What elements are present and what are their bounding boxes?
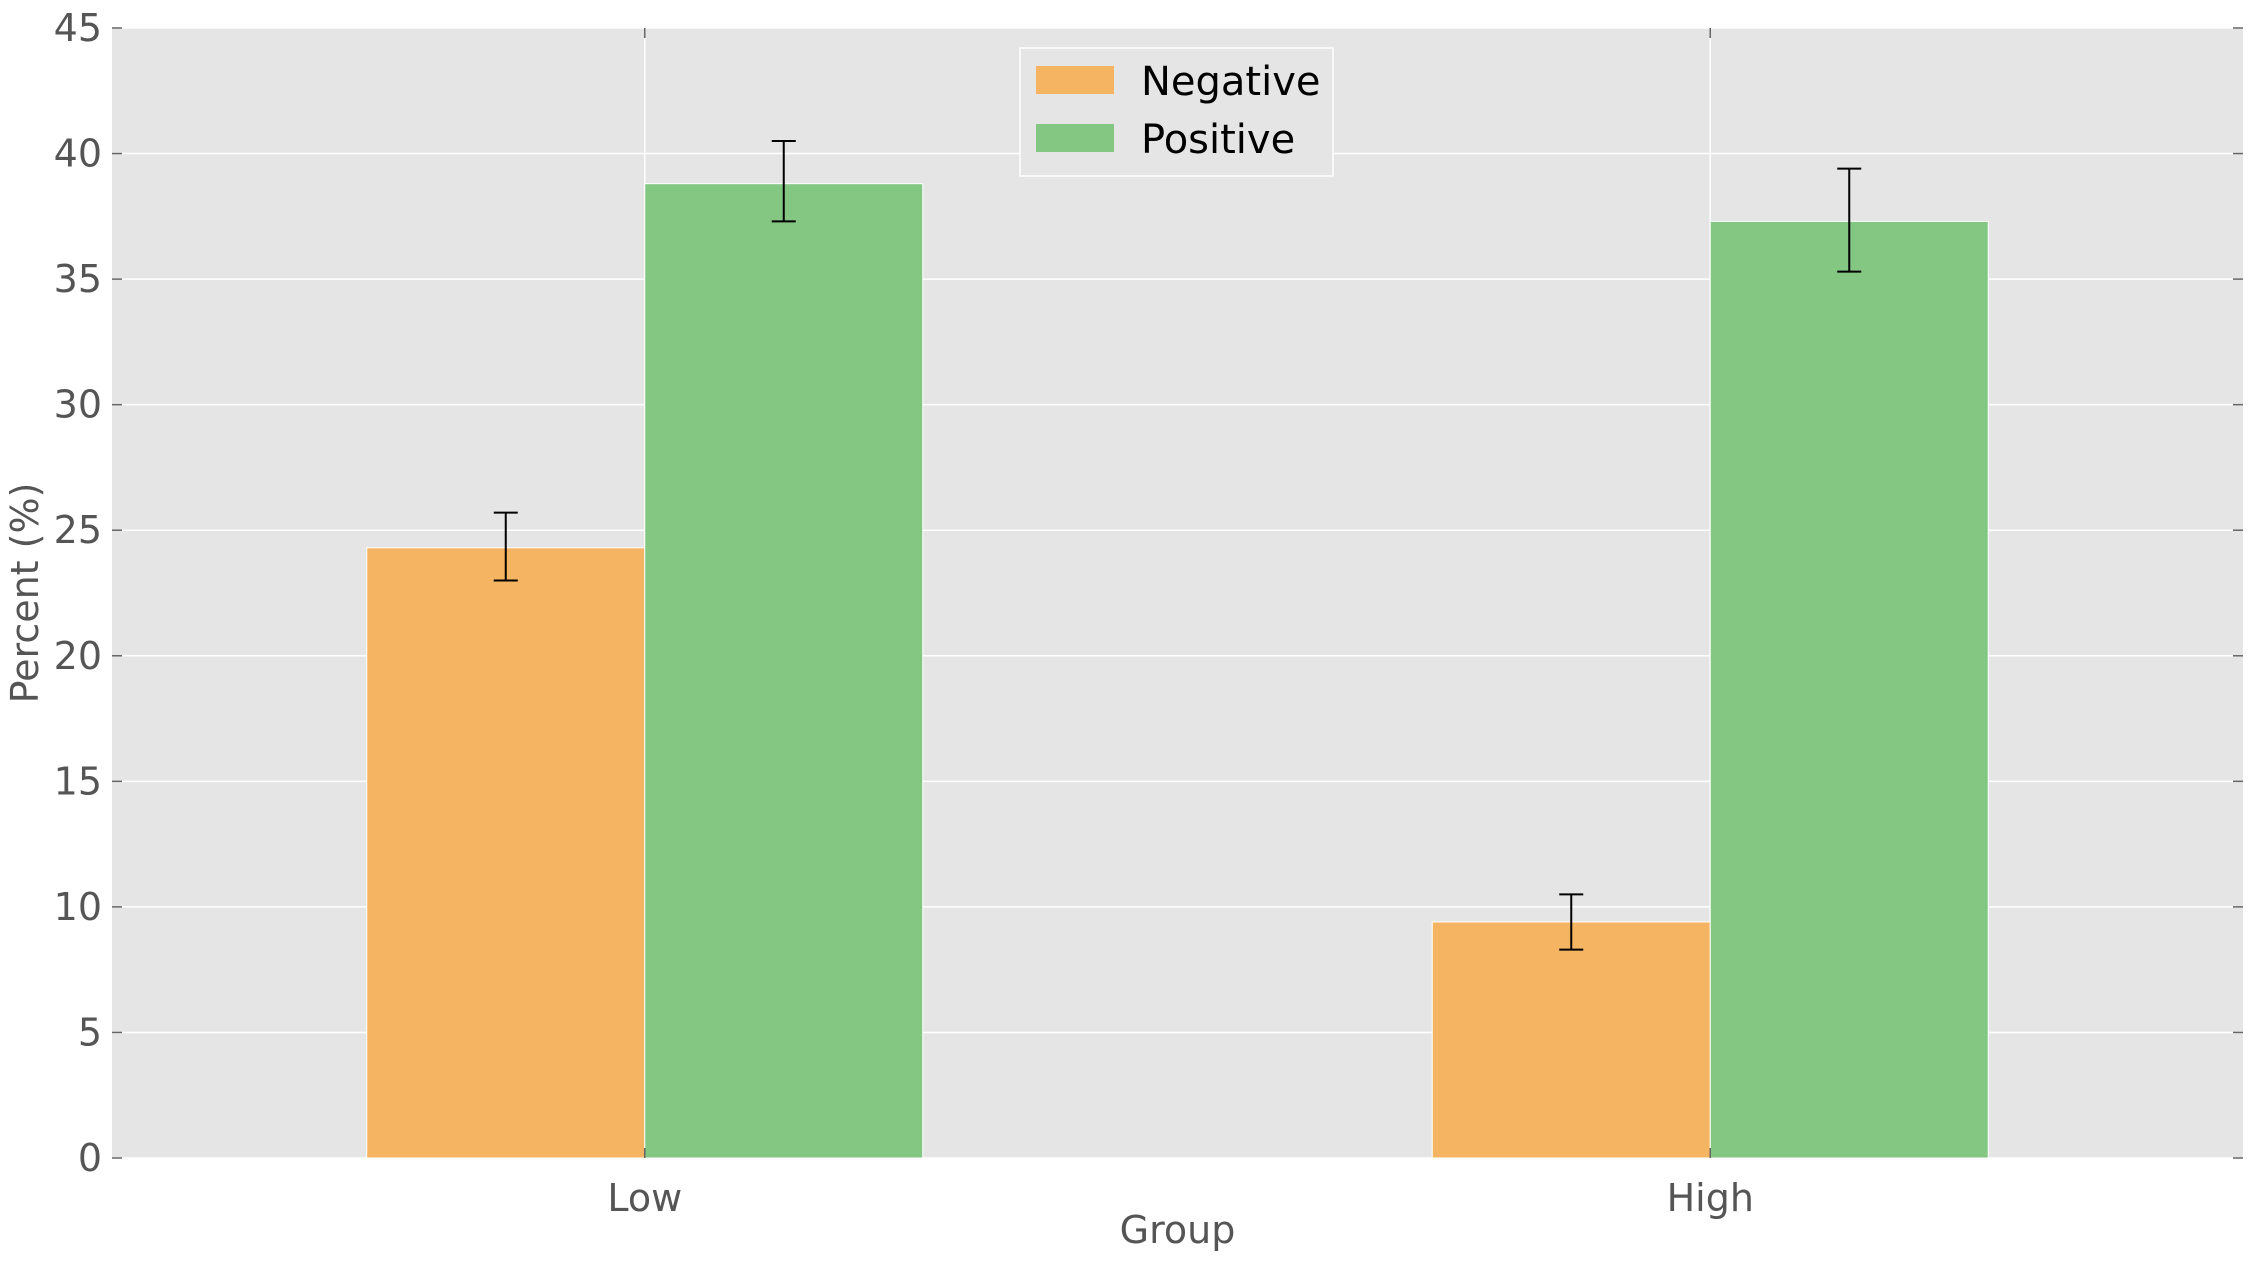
error-bar-positive-high [1837, 167, 1862, 273]
y-tick-label: 35 [54, 257, 102, 301]
y-tick-label: 25 [54, 508, 102, 552]
error-bar-negative-high [1559, 893, 1584, 951]
bar-negative-low [366, 547, 646, 1159]
error-bars [493, 140, 1862, 951]
legend-swatch-negative [1036, 66, 1114, 94]
legend-swatch-positive [1036, 124, 1114, 152]
bar-positive-high [1709, 220, 1989, 1159]
y-tick-label: 5 [78, 1010, 102, 1054]
y-axis-ticks: 0 5 10 15 20 25 30 35 40 45 [54, 6, 2243, 1180]
legend: Negative Positive [1019, 47, 1334, 177]
legend-label-negative: Negative [1141, 59, 1321, 105]
y-tick-label: 30 [54, 383, 102, 427]
y-axis-label: Percent (%) [3, 483, 47, 704]
bar-positive-low [644, 183, 924, 1159]
bars [366, 183, 1989, 1159]
y-tick-label: 10 [54, 885, 102, 929]
x-axis-ticks: Low High [607, 28, 1754, 1220]
bar-negative-high [1431, 921, 1711, 1159]
y-tick-label: 15 [54, 759, 102, 803]
error-bar-negative-low [493, 511, 518, 582]
y-tick-label: 45 [54, 6, 102, 50]
x-tick-label: Low [607, 1176, 682, 1220]
legend-label-positive: Positive [1141, 117, 1295, 163]
y-tick-label: 40 [54, 132, 102, 176]
y-tick-label: 20 [54, 634, 102, 678]
x-tick-label: High [1667, 1176, 1754, 1220]
y-tick-label: 0 [78, 1136, 102, 1180]
error-bar-positive-low [771, 140, 796, 223]
x-axis-label: Group [1120, 1208, 1236, 1252]
